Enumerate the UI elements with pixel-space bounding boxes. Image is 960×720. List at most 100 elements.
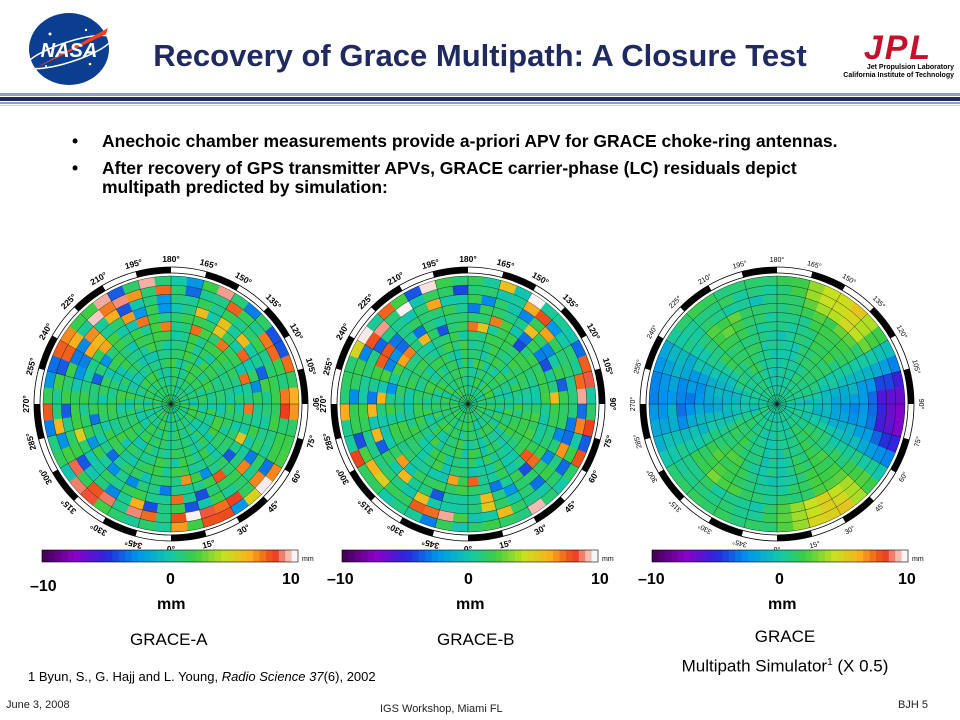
- colorbar-swatch: [863, 550, 871, 562]
- polar-cell: [522, 403, 533, 413]
- polar-cell: [776, 312, 790, 323]
- polar-cell: [225, 395, 236, 405]
- polar-cell: [154, 275, 172, 287]
- polar-cell: [813, 397, 823, 405]
- polar-cell: [767, 467, 778, 478]
- colorbar-swatch: [106, 550, 113, 562]
- polar-cell: [243, 403, 254, 415]
- polar-cell: [776, 503, 792, 514]
- polar-outer-segment: [38, 335, 58, 371]
- polar-grid-spoke: [776, 403, 888, 469]
- polar-cell: [88, 393, 99, 405]
- polar-outer-segment: [842, 496, 874, 523]
- polar-cell: [460, 348, 469, 359]
- colorbar-swatch: [508, 550, 516, 562]
- polar-outer-segment: [284, 335, 304, 371]
- polar-cell: [648, 403, 660, 421]
- footnote: 1 Byun, S., G. Hajj and L. Young, Radio …: [28, 669, 376, 684]
- polar-cell: [162, 458, 172, 469]
- azimuth-label: 90°: [917, 399, 925, 410]
- polar-cell: [115, 403, 126, 412]
- azimuth-label: 75°: [913, 435, 924, 447]
- colorbar-swatch: [406, 550, 413, 562]
- polar-outer-segment: [74, 496, 106, 523]
- polar-cell: [451, 521, 469, 533]
- azimuth-label: 0°: [464, 544, 473, 554]
- colorbar-swatch: [266, 550, 273, 562]
- polar-outer-segment: [581, 335, 601, 371]
- polar-cell: [170, 449, 179, 460]
- page-title: Recovery of Grace Multipath: A Closure T…: [153, 38, 807, 73]
- polar-cell: [776, 467, 787, 478]
- polar-plot-grace-b: 0° 15°30°45°60°75°90°105°120°135°150°165°…: [318, 256, 618, 554]
- polar-cell: [161, 467, 172, 478]
- nasa-wordmark: NASA: [41, 40, 98, 62]
- footer-date: June 3, 2008: [6, 699, 70, 711]
- colorbar-swatch: [80, 550, 88, 562]
- footnote-ref: 1: [827, 657, 833, 668]
- polar-cell: [467, 321, 479, 332]
- polar-cell: [467, 503, 483, 514]
- polar-grid-spoke: [467, 280, 502, 405]
- colorbar-swatch: [42, 550, 49, 562]
- polar-grid-spoke: [776, 403, 842, 515]
- polar-grid-spoke: [60, 403, 172, 469]
- polar-grid-spoke: [467, 403, 533, 515]
- polar-cell: [763, 494, 778, 505]
- azimuth-label: 270°: [318, 395, 328, 413]
- polar-cell: [234, 394, 245, 405]
- colorbar-swatch: [476, 550, 484, 562]
- polar-cell: [458, 467, 469, 478]
- azimuth-label: 30°: [532, 522, 549, 537]
- polar-cell: [849, 393, 860, 405]
- polar-outer-segment: [74, 285, 106, 312]
- colorbar-swatch: [61, 550, 69, 562]
- polar-cell: [156, 294, 172, 305]
- polar-outer-segment: [52, 469, 79, 501]
- polar-cell: [155, 284, 172, 296]
- jpl-wordmark: JPL: [863, 29, 933, 67]
- polar-outer-segment: [331, 403, 342, 440]
- polar-cell: [513, 396, 524, 405]
- polar-cell: [703, 403, 714, 414]
- polar-cell: [70, 403, 81, 418]
- polar-outer-segment: [581, 437, 601, 473]
- colorbar-swatch: [118, 550, 126, 562]
- colorbar-swatch: [664, 550, 672, 562]
- polar-cell: [161, 330, 172, 341]
- polar-grid-spoke: [743, 280, 778, 405]
- colorbar-swatch: [278, 550, 286, 562]
- colorbar-swatch: [882, 550, 890, 562]
- colorbar-swatch: [831, 550, 839, 562]
- polar-cell: [467, 467, 478, 478]
- polar-cell: [164, 358, 172, 368]
- polar-cell: [840, 403, 851, 414]
- colorbar-swatch: [342, 550, 349, 562]
- colorbar-swatch: [748, 550, 755, 562]
- polar-outer-segment: [170, 530, 207, 541]
- azimuth-label: 165°: [496, 257, 516, 271]
- caption-simulator: GRACE Multipath Simulator1 (X 0.5): [640, 624, 930, 680]
- azimuth-label: 195°: [421, 257, 441, 271]
- colorbar-swatch: [431, 550, 439, 562]
- polar-cell: [685, 403, 696, 417]
- polar-outer-segment: [903, 403, 914, 440]
- colorbar-swatch: [521, 550, 529, 562]
- polar-grid-spoke: [170, 403, 205, 528]
- polar-cell: [261, 403, 272, 418]
- azimuth-label: 90°: [608, 398, 618, 411]
- polar-cell: [885, 403, 897, 420]
- polar-outer-segment: [560, 469, 587, 501]
- polar-outer-segment: [890, 335, 910, 371]
- colorbar-swatch: [703, 550, 711, 562]
- polar-cell: [585, 403, 597, 421]
- polar-cell: [288, 403, 300, 421]
- polar-grid-spoke: [776, 403, 811, 528]
- bullet-text: After recovery of GPS transmitter APVs, …: [102, 158, 797, 197]
- polar-grid-spoke: [776, 339, 888, 405]
- caption-simulator-line1: GRACE: [754, 627, 816, 646]
- polar-grid-spoke: [344, 403, 469, 438]
- footnote-prefix: 1 Byun, S., G. Hajj and L. Young,: [28, 669, 222, 684]
- azimuth-label: 60°: [586, 468, 601, 485]
- polar-cell: [768, 458, 778, 469]
